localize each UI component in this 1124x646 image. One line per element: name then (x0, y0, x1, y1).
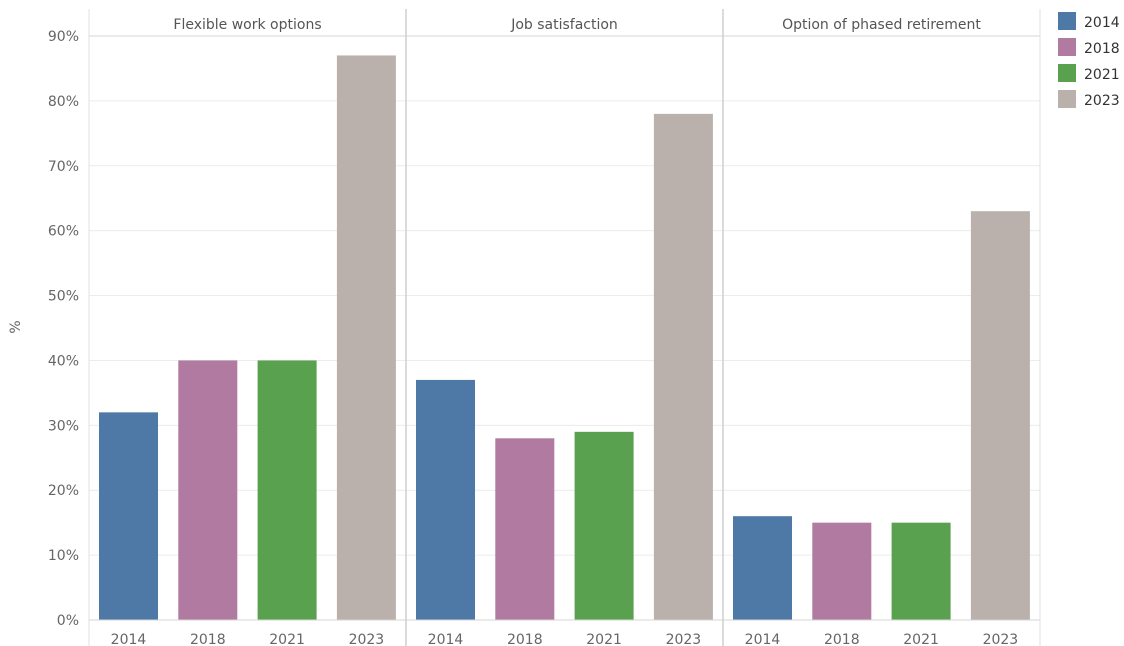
legend-swatch (1058, 38, 1076, 56)
x-tick-label: 2018 (190, 632, 226, 646)
bar (257, 360, 317, 620)
bar (336, 55, 396, 620)
legend-label: 2021 (1084, 67, 1120, 83)
bar (653, 113, 713, 620)
y-tick-label: 80% (48, 94, 79, 110)
y-tick-label: 50% (48, 289, 79, 305)
y-tick-label: 90% (48, 29, 79, 45)
panel-title: Flexible work options (173, 17, 321, 33)
legend-swatch (1058, 64, 1076, 82)
x-tick-label: 2018 (507, 632, 543, 646)
y-tick-label: 30% (48, 418, 79, 434)
x-tick-label: 2014 (428, 632, 464, 646)
x-tick-label: 2021 (269, 632, 305, 646)
bar (812, 522, 872, 620)
bar (178, 360, 238, 620)
x-tick-label: 2023 (983, 632, 1019, 646)
panel-title: Option of phased retirement (782, 17, 981, 33)
legend-label: 2018 (1084, 41, 1120, 57)
x-tick-label: 2018 (824, 632, 860, 646)
x-tick-label: 2014 (111, 632, 147, 646)
legend-label: 2014 (1084, 15, 1120, 31)
y-tick-label: 70% (48, 159, 79, 175)
y-tick-label: 60% (48, 224, 79, 240)
y-tick-label: 20% (48, 483, 79, 499)
x-tick-label: 2021 (903, 632, 939, 646)
y-tick-label: 0% (57, 613, 79, 629)
y-tick-label: 10% (48, 548, 79, 564)
legend-label: 2023 (1084, 93, 1120, 109)
x-tick-label: 2014 (745, 632, 781, 646)
x-tick-label: 2023 (349, 632, 385, 646)
legend-swatch (1058, 12, 1076, 30)
y-axis-title: % (8, 320, 24, 333)
bar (574, 431, 634, 620)
x-tick-label: 2021 (586, 632, 622, 646)
x-tick-label: 2023 (666, 632, 702, 646)
bar (495, 438, 555, 620)
legend-swatch (1058, 90, 1076, 108)
bar (891, 522, 951, 620)
bar (970, 211, 1030, 620)
bar (416, 379, 475, 620)
bar (99, 412, 158, 620)
y-tick-label: 40% (48, 353, 79, 369)
bar (733, 516, 792, 620)
panel-title: Job satisfaction (510, 17, 618, 33)
